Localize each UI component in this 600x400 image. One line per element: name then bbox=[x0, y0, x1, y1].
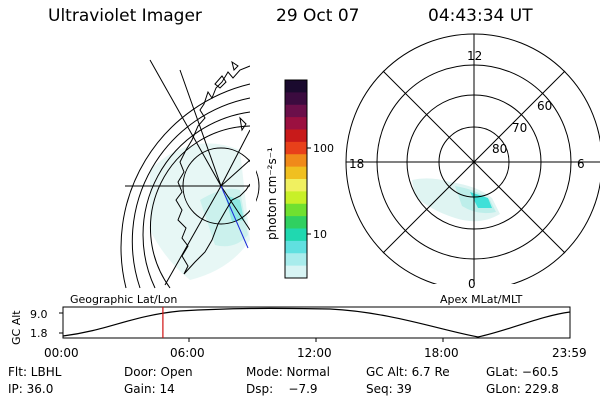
timeline-ylabel: GC Alt bbox=[10, 310, 23, 345]
colorbar-swatch bbox=[285, 154, 307, 168]
xtick-1800: 18:00 bbox=[424, 346, 459, 360]
colorbar-swatch bbox=[285, 179, 307, 192]
status-door: Door: Open bbox=[124, 365, 193, 379]
lat-label-70: 70 bbox=[512, 121, 527, 135]
colorbar-swatch bbox=[285, 80, 307, 93]
lat-label-80: 80 bbox=[492, 142, 507, 156]
app-title: Ultraviolet Imager bbox=[48, 6, 202, 26]
mlt-label-0: 0 bbox=[468, 277, 476, 291]
colorbar-swatch bbox=[285, 265, 307, 279]
xtick-0600: 06:00 bbox=[170, 346, 205, 360]
colorbar-unit-label: photon cm⁻²s⁻¹ bbox=[265, 147, 279, 240]
mlt-label-12: 12 bbox=[467, 49, 482, 63]
lat-label-60: 60 bbox=[537, 99, 552, 113]
colorbar-swatch bbox=[285, 191, 307, 205]
header-time: 04:43:34 UT bbox=[428, 6, 533, 26]
polar-map: 12 18 6 0 60 70 80 bbox=[340, 33, 600, 292]
left-map-caption: Geographic Lat/Lon bbox=[70, 293, 177, 306]
colorbar-swatch bbox=[285, 216, 307, 230]
ytick-1-8: 1.8 bbox=[30, 327, 48, 340]
colorbar-swatch bbox=[285, 129, 307, 143]
status-gc-alt: GC Alt: 6.7 Re bbox=[366, 365, 450, 379]
colorbar-swatch bbox=[285, 117, 307, 131]
xtick-1200: 12:00 bbox=[297, 346, 332, 360]
colorbar-swatch bbox=[285, 166, 307, 180]
mlt-label-6: 6 bbox=[577, 157, 585, 171]
header-date: 29 Oct 07 bbox=[276, 6, 360, 26]
ytick-9: 9.0 bbox=[30, 308, 48, 321]
colorbar-swatch bbox=[285, 240, 307, 254]
status-seq: Seq: 39 bbox=[366, 382, 412, 396]
colorbar-swatch bbox=[285, 104, 307, 118]
colorbar-swatch bbox=[285, 92, 307, 106]
status-dsp: Dsp: −7.9 bbox=[246, 382, 318, 396]
xtick-2359: 23:59 bbox=[552, 346, 587, 360]
status-ip: IP: 36.0 bbox=[8, 382, 54, 396]
altitude-timeline: 9.0 1.8 GC Alt 00:00 06:00 12:00 18:00 2… bbox=[10, 306, 587, 360]
colorbar bbox=[285, 80, 307, 279]
colorbar-swatch bbox=[285, 228, 307, 242]
colorbar-swatch bbox=[285, 141, 307, 155]
status-glat: GLat: −60.5 bbox=[486, 365, 559, 379]
status-mode: Mode: Normal bbox=[246, 365, 330, 379]
right-map-caption: Apex MLat/MLT bbox=[440, 293, 523, 306]
xtick-0000: 00:00 bbox=[44, 346, 79, 360]
colorbar-tick-100: 100 bbox=[313, 142, 334, 155]
colorbar-swatch bbox=[285, 203, 307, 217]
geographic-map bbox=[120, 59, 260, 290]
colorbar-swatch bbox=[285, 253, 307, 267]
status-glon: GLon: 229.8 bbox=[486, 382, 559, 396]
status-gain: Gain: 14 bbox=[124, 382, 175, 396]
mlt-label-18: 18 bbox=[349, 157, 364, 171]
colorbar-tick-10: 10 bbox=[313, 228, 327, 241]
status-filter: Flt: LBHL bbox=[8, 365, 62, 379]
